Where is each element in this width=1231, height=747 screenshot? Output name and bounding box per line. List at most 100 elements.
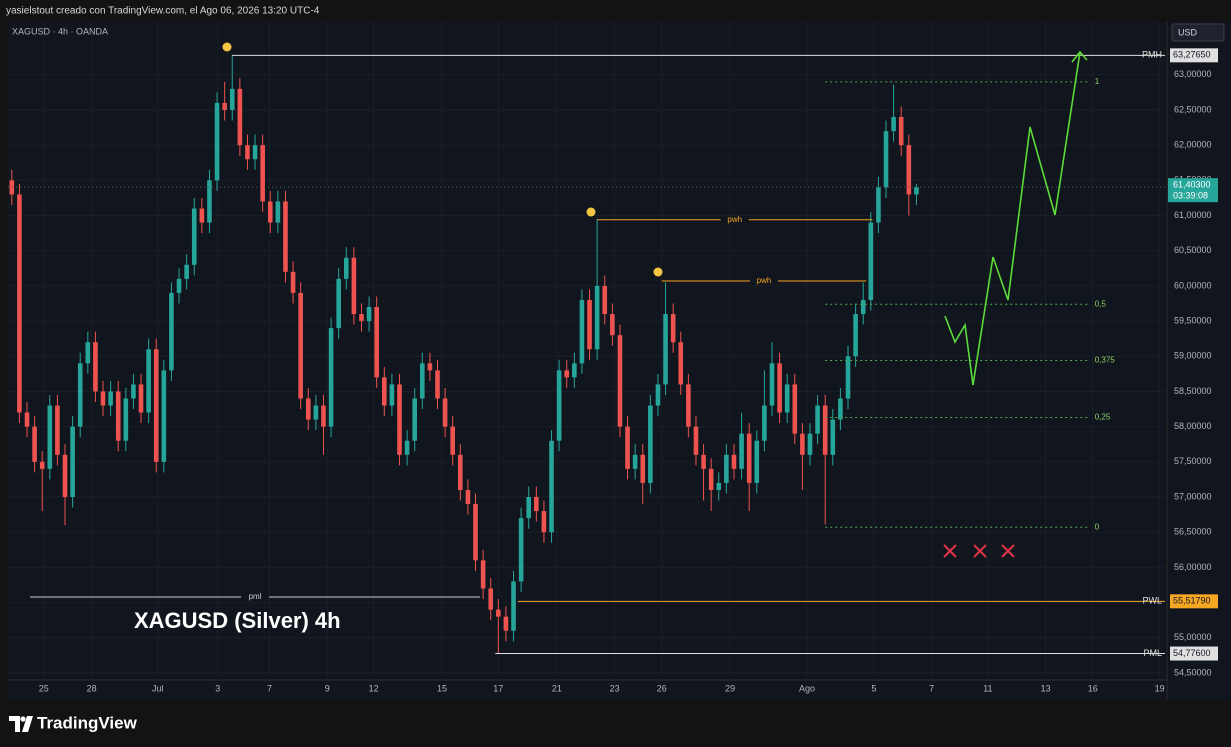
candle-body bbox=[860, 299, 866, 315]
candle-body bbox=[845, 356, 851, 399]
candle-body bbox=[739, 433, 744, 469]
brand-icon bbox=[9, 716, 33, 732]
candle-body bbox=[564, 370, 570, 378]
candle-body bbox=[138, 384, 144, 413]
y-tick-label: 57,50000 bbox=[1174, 456, 1212, 466]
candle-body bbox=[663, 314, 668, 385]
candle-body bbox=[716, 482, 722, 490]
y-tick-label: 56,50000 bbox=[1174, 527, 1212, 537]
x-tick-label: 15 bbox=[437, 683, 447, 693]
candle-body bbox=[123, 398, 129, 441]
candle-body bbox=[146, 349, 151, 413]
candle-body bbox=[830, 419, 836, 455]
candle-body bbox=[374, 307, 379, 378]
candle-body bbox=[62, 454, 68, 498]
candle-body bbox=[754, 440, 760, 483]
x-tick-label: 21 bbox=[552, 683, 562, 693]
y-tick-label: 62,50000 bbox=[1174, 104, 1212, 114]
candle-body bbox=[891, 117, 896, 132]
credit: yasielstout creado con TradingView.com, … bbox=[6, 6, 320, 17]
candle-body bbox=[838, 398, 843, 420]
candle-body bbox=[579, 299, 585, 364]
countdown: 03:39:08 bbox=[1173, 191, 1208, 201]
candle-body bbox=[199, 208, 205, 223]
x-tick-label: 7 bbox=[929, 683, 934, 693]
candle-body bbox=[853, 314, 858, 357]
candle-body bbox=[876, 187, 881, 223]
candle-body bbox=[769, 363, 775, 406]
candle-body bbox=[724, 454, 729, 483]
projection-arrow bbox=[1071, 50, 1088, 63]
x-tick-label: 12 bbox=[369, 683, 379, 693]
last-price-box bbox=[1168, 178, 1218, 203]
y-tick-label: 55,00000 bbox=[1174, 632, 1212, 642]
level-value: 55,51790 bbox=[1173, 596, 1211, 606]
candle-body bbox=[108, 391, 113, 406]
candle-body bbox=[458, 454, 463, 490]
candle-body bbox=[131, 384, 136, 399]
candle-body bbox=[534, 497, 539, 512]
candle-body bbox=[686, 384, 691, 427]
candle-body bbox=[655, 384, 661, 406]
candle-body bbox=[176, 278, 182, 293]
candle-body bbox=[594, 285, 600, 350]
segment-label: pwh bbox=[727, 215, 742, 224]
candle-body bbox=[207, 180, 212, 223]
candle-body bbox=[473, 504, 478, 561]
candle-body bbox=[572, 363, 577, 378]
y-tick-label: 59,50000 bbox=[1174, 315, 1212, 325]
segment-label: pwh bbox=[757, 276, 772, 285]
candle-body bbox=[777, 363, 782, 413]
candle-body bbox=[252, 145, 258, 160]
candle-body bbox=[47, 405, 53, 469]
fib-label: 0,5 bbox=[1095, 299, 1107, 308]
y-tick-label: 54,50000 bbox=[1174, 667, 1212, 677]
y-tick-label: 58,00000 bbox=[1174, 421, 1212, 431]
level-box bbox=[1170, 594, 1218, 609]
x-tick-label: 26 bbox=[657, 683, 667, 693]
segment-label: pml bbox=[249, 592, 262, 601]
candle-body bbox=[898, 117, 904, 146]
currency: USD bbox=[1178, 27, 1198, 37]
candle-body bbox=[541, 511, 547, 533]
candle-body bbox=[237, 88, 243, 146]
candle-body bbox=[906, 145, 912, 195]
candle-body bbox=[381, 377, 387, 406]
chart-title: XAGUSD (Silver) 4h bbox=[134, 608, 341, 633]
candle-body bbox=[389, 384, 395, 406]
plot-area bbox=[8, 22, 1165, 680]
candle-body bbox=[290, 271, 296, 293]
level-name: PMH bbox=[1142, 50, 1162, 60]
candle-body bbox=[397, 384, 402, 455]
level-value: 63,27650 bbox=[1173, 50, 1211, 60]
candle-body bbox=[648, 405, 653, 483]
candle-body bbox=[496, 609, 501, 617]
x-tick-label: 28 bbox=[87, 683, 97, 693]
candle-body bbox=[245, 145, 250, 160]
candle-body bbox=[366, 307, 372, 322]
candle-body bbox=[450, 426, 456, 455]
candle-body bbox=[77, 363, 83, 427]
candle-body bbox=[868, 222, 874, 300]
bulbs bbox=[222, 42, 663, 277]
fib-label: 0,375 bbox=[1095, 356, 1116, 365]
candle-body bbox=[169, 292, 174, 371]
candle-body bbox=[70, 426, 75, 498]
bulb-icon bbox=[586, 207, 596, 217]
candle-body bbox=[693, 426, 699, 455]
candle-body bbox=[762, 405, 767, 441]
fib-label: 1 bbox=[1095, 77, 1100, 86]
candle-body bbox=[336, 278, 341, 329]
candle-body bbox=[267, 201, 273, 223]
x-tick-label: 7 bbox=[267, 683, 272, 693]
candle-body bbox=[442, 398, 448, 427]
candle-body bbox=[420, 363, 425, 399]
candle-body bbox=[359, 314, 364, 322]
candle-body bbox=[465, 489, 471, 505]
candle-body bbox=[883, 131, 889, 188]
y-tick-label: 59,00000 bbox=[1174, 351, 1212, 361]
candle-body bbox=[708, 468, 714, 490]
last-price-label: 61,40300 bbox=[1173, 180, 1211, 190]
